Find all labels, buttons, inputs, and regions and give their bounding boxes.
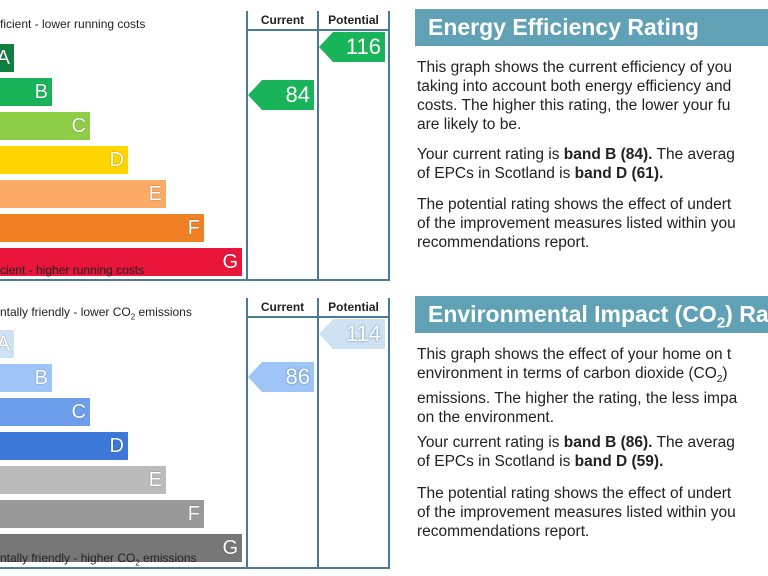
env-divider-mid [317,298,319,567]
env-current-header: Current [260,300,305,314]
energy-band-letter: B [34,81,48,103]
energy-band-g: G [0,248,242,276]
env-para-1: This graph shows the effect of your home… [417,346,738,427]
energy-current-arrow: 84 [248,80,314,110]
energy-band-f: F [0,214,204,242]
env-header-rule [246,316,390,318]
energy-band-letter: C [71,115,86,137]
env-band-letter: A [0,333,10,355]
env-para-3: The potential rating shows the effect of… [417,485,736,540]
env-potential-value: 114 [345,321,381,346]
energy-band-letter: G [222,251,238,273]
env-potential-arrow: 114 [319,319,385,349]
env-band-letter: D [109,435,124,457]
env-bottom-caption: ntally friendly - higher CO2 emissions [0,551,197,568]
energy-bottom-rule [0,279,390,281]
energy-band-letter: D [109,149,124,171]
energy-divider-mid [317,11,319,279]
energy-band-b: B [0,78,52,106]
env-current-value: 86 [285,364,310,389]
energy-para-2: Your current rating is band B (84). The … [417,146,735,182]
env-band-e: E [0,466,166,494]
env-band-letter: G [222,537,238,559]
env-bottom-rule [0,567,390,569]
env-band-b: B [0,364,52,392]
energy-divider-left [246,11,248,279]
env-band-c: C [0,398,90,426]
env-divider-left [246,298,248,567]
energy-potential-arrow: 116 [319,32,385,62]
energy-para-1: This graph shows the current efficiency … [417,59,733,133]
energy-divider-right [388,11,390,279]
env-top-caption: ntally friendly - lower CO2 emissions [0,305,192,322]
env-band-letter: F [187,503,200,525]
energy-band-letter: E [148,183,162,205]
energy-current-value: 84 [285,82,310,107]
env-para-2: Your current rating is band B (86). The … [417,434,735,470]
energy-heading: Energy Efficiency Rating [415,9,768,46]
env-heading: Environmental Impact (CO2) Ra [415,296,768,333]
env-band-a: A [0,330,14,358]
energy-top-caption: ficient - lower running costs [0,17,146,31]
energy-potential-value: 116 [345,34,381,59]
energy-band-letter: A [0,47,10,69]
energy-header-rule [246,29,390,31]
energy-band-a: A [0,44,14,72]
energy-band-d: D [0,146,128,174]
env-divider-right [388,298,390,567]
energy-band-c: C [0,112,90,140]
energy-band-e: E [0,180,166,208]
env-current-arrow: 86 [248,362,314,392]
energy-current-header: Current [260,13,305,27]
env-band-g: G [0,534,242,562]
energy-para-3: The potential rating shows the effect of… [417,196,736,251]
env-potential-header: Potential [328,300,379,314]
env-band-letter: E [148,469,162,491]
energy-potential-header: Potential [328,13,379,27]
env-band-letter: B [34,367,48,389]
env-band-d: D [0,432,128,460]
energy-bottom-caption: cient - higher running costs [0,263,145,277]
env-band-letter: C [71,401,86,423]
env-band-f: F [0,500,204,528]
energy-band-letter: F [187,217,200,239]
